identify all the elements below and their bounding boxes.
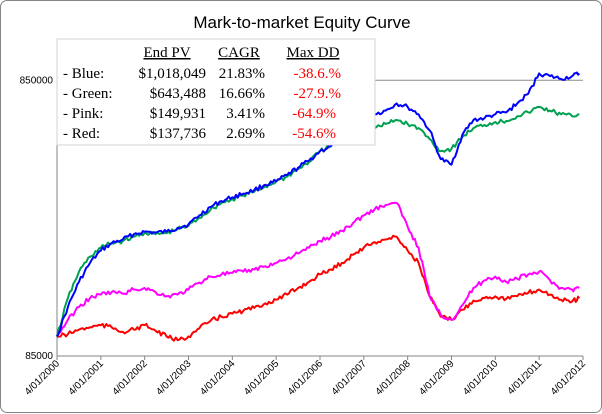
x-tick-label: 4/01/2007	[330, 358, 370, 398]
y-tick-label: 85000	[25, 351, 53, 362]
x-tick-label: 4/01/2001	[67, 358, 107, 398]
legend-table: End PV CAGR Max DD - Blue: $1,018,049 21…	[56, 38, 376, 146]
row-pink-cagr: 3.41%	[226, 106, 265, 122]
row-blue-end-pv: $1,018,049	[139, 66, 207, 82]
series-line-pink	[56, 201, 580, 337]
row-blue-cagr: 21.83%	[219, 66, 265, 82]
row-pink-end-pv: $149,931	[150, 106, 206, 122]
y-tick-labels: 85000 850000	[20, 75, 54, 362]
series-layer	[56, 71, 581, 342]
row-red-max-dd: -54.6%	[292, 126, 336, 142]
header-end-pv: End PV	[143, 45, 190, 61]
x-tick-label: 4/01/2008	[374, 358, 414, 398]
header-cagr: CAGR	[218, 45, 260, 61]
row-blue-label: - Blue:	[63, 66, 104, 82]
row-green-max-dd: -27.9.%	[294, 86, 342, 102]
x-tick-label: 4/01/2005	[242, 358, 282, 398]
row-pink-max-dd: -64.9%	[292, 106, 336, 122]
x-tick-label: 4/01/2006	[286, 358, 326, 398]
x-tick-label: 4/01/2000	[23, 358, 63, 398]
row-blue-max-dd: -38.6.%	[294, 66, 342, 82]
row-green-end-pv: $643,488	[150, 86, 206, 102]
row-green-label: - Green:	[63, 86, 113, 102]
row-green-cagr: 16.66%	[219, 86, 265, 102]
header-max-dd: Max DD	[287, 45, 340, 61]
row-red-label: - Red:	[63, 126, 100, 142]
row-pink-label: - Pink:	[63, 106, 103, 122]
row-red-cagr: 2.69%	[226, 126, 265, 142]
x-tick-label: 4/01/2004	[198, 358, 238, 398]
x-tick-labels: 4/01/2000 4/01/2001 4/01/2002 4/01/2003 4/01…	[23, 358, 589, 398]
legend-table-box	[56, 38, 376, 146]
chart-title: Mark-to-market Equity Curve	[193, 13, 410, 32]
x-tick-label: 4/01/2003	[154, 358, 194, 398]
x-tick-label: 4/01/2010	[461, 358, 501, 398]
series-line-blue	[56, 71, 581, 338]
x-tick-label: 4/01/2002	[111, 358, 151, 398]
x-tick-label: 4/01/2011	[506, 358, 545, 397]
y-tick-label: 850000	[20, 75, 54, 86]
x-tick-label: 4/01/2009	[417, 358, 457, 398]
x-tick-label: 4/01/2012	[549, 358, 589, 398]
row-red-end-pv: $137,736	[150, 126, 207, 142]
series-line-red	[56, 234, 581, 342]
